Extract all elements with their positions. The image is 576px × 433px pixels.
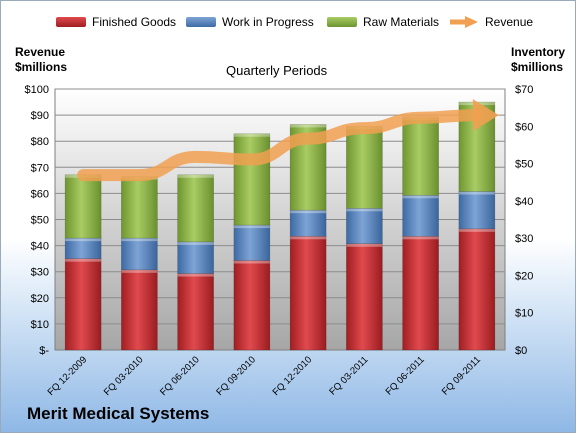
revenue-arrowhead xyxy=(472,99,499,132)
work-in-progress-bar xyxy=(121,237,158,271)
work-in-progress-bar xyxy=(289,209,327,237)
legend-item-finished-goods: Finished Goods xyxy=(56,15,176,29)
raw-materials-bar xyxy=(64,174,102,239)
work-in-progress-bar xyxy=(346,208,383,245)
left-tick-label: $60 xyxy=(31,188,49,200)
finished-goods-bar xyxy=(289,235,327,351)
legend-label: Finished Goods xyxy=(92,15,177,29)
legend-item-revenue: Revenue xyxy=(449,15,533,29)
right-tick-label: $70 xyxy=(515,84,533,96)
left-axis-label: Revenue $millions xyxy=(15,45,68,74)
x-tick-label: FQ 09-2010 xyxy=(214,354,258,398)
bar-top-highlight xyxy=(346,243,383,247)
left-tick-label: $80 xyxy=(31,136,49,148)
right-tick-label: $60 xyxy=(515,121,533,133)
left-tick-label: $30 xyxy=(31,267,49,279)
company-name: Merit Medical Systems xyxy=(27,404,210,423)
raw-materials-bar xyxy=(177,174,214,243)
right-tick-label: $10 xyxy=(515,308,533,320)
finished-goods-bar xyxy=(64,258,102,351)
bar-top-highlight xyxy=(177,241,214,245)
bar-top-highlight xyxy=(290,124,327,128)
work-in-progress-swatch xyxy=(186,17,216,27)
right-tick-label: $40 xyxy=(515,196,533,208)
finished-goods-bar xyxy=(121,269,158,351)
revenue-arrow-swatch xyxy=(450,16,478,28)
right-axis-label: Inventory $millions xyxy=(511,45,566,74)
bar-top-highlight xyxy=(290,210,327,214)
bar-top-highlight xyxy=(177,273,214,277)
left-tick-label: $90 xyxy=(31,110,49,122)
left-tick-label: $40 xyxy=(31,241,49,253)
x-tick-label: FQ 03-2011 xyxy=(327,354,370,397)
work-in-progress-bar xyxy=(233,224,271,261)
finished-goods-bar xyxy=(233,260,271,351)
left-tick-label: $10 xyxy=(31,319,49,331)
raw-materials-bar xyxy=(121,176,158,239)
legend: Finished Goods Work in Progress Raw Mate… xyxy=(1,9,575,35)
right-tick-label: $0 xyxy=(515,345,527,357)
bar-top-highlight xyxy=(121,269,158,273)
bar-top-highlight xyxy=(402,195,439,199)
bar-top-highlight xyxy=(177,174,214,178)
legend-label: Revenue xyxy=(485,15,534,29)
work-in-progress-bar xyxy=(402,194,439,237)
x-tick-label: FQ 12-2010 xyxy=(271,354,315,398)
finished-goods-bar xyxy=(402,235,439,351)
raw-materials-bar xyxy=(346,125,383,209)
bar-top-highlight xyxy=(233,133,270,137)
left-tick-label: $20 xyxy=(31,293,49,305)
x-tick-label: FQ 06-2010 xyxy=(158,354,202,398)
right-tick-label: $20 xyxy=(515,270,533,282)
bar-top-highlight xyxy=(233,225,270,229)
x-tick-label: FQ 12-2009 xyxy=(46,354,90,398)
work-in-progress-bar xyxy=(64,237,102,259)
finished-goods-swatch xyxy=(56,17,86,27)
x-tick-label: FQ 06-2011 xyxy=(384,354,427,397)
bar-top-highlight xyxy=(290,236,327,240)
legend-item-work-in-progress: Work in Progress xyxy=(186,15,314,29)
legend-item-raw-materials: Raw Materials xyxy=(327,15,439,29)
left-tick-label: $50 xyxy=(31,215,49,227)
right-tick-label: $30 xyxy=(515,233,533,245)
finished-goods-bar xyxy=(458,228,496,351)
x-tick-label: FQ 03-2010 xyxy=(102,354,146,398)
work-in-progress-bar xyxy=(177,241,214,274)
finished-goods-bar xyxy=(346,243,383,351)
right-tick-label: $50 xyxy=(515,159,533,171)
x-tick-label: FQ 09-2011 xyxy=(440,354,483,397)
bar-top-highlight xyxy=(346,208,383,212)
left-tick-label: $70 xyxy=(31,162,49,174)
raw-materials-bar xyxy=(233,133,271,226)
raw-materials-bar xyxy=(402,116,439,196)
left-tick-label: $100 xyxy=(25,84,49,96)
legend-label: Work in Progress xyxy=(222,15,314,29)
work-in-progress-bar xyxy=(458,191,496,230)
bar-top-highlight xyxy=(458,228,495,232)
chart-subtitle: Quarterly Periods xyxy=(226,63,328,78)
bar-top-highlight xyxy=(233,260,270,264)
bar-top-highlight xyxy=(402,236,439,240)
raw-materials-swatch xyxy=(327,17,357,27)
revenue-line xyxy=(77,109,483,182)
bar-top-highlight xyxy=(121,238,158,242)
finished-goods-bar xyxy=(177,273,214,351)
bar-top-highlight xyxy=(65,258,102,262)
legend-label: Raw Materials xyxy=(363,15,440,29)
left-tick-label: $- xyxy=(39,345,49,357)
bar-top-highlight xyxy=(65,238,102,242)
bar-top-highlight xyxy=(458,191,495,195)
